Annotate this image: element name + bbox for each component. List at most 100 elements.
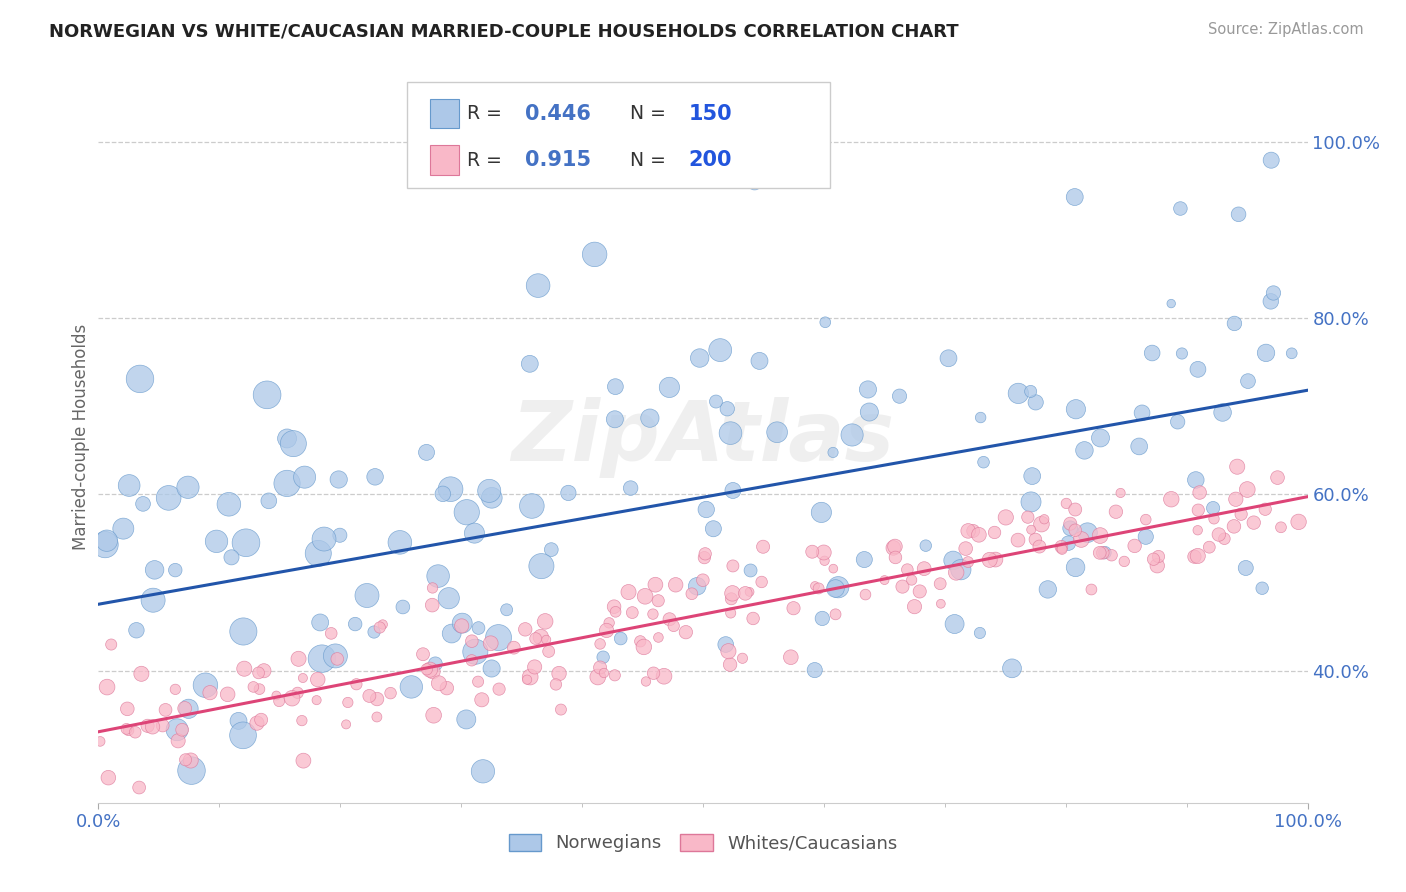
Point (1070, 533, 1092, 547)
Point (583, 247, 606, 261)
Point (1160, 296, 1182, 310)
Point (647, 593, 669, 607)
Point (461, 634, 484, 648)
Point (962, 524, 984, 538)
Point (425, 657, 447, 671)
Point (1073, 443, 1095, 458)
Point (734, 586, 756, 600)
Point (1007, 386, 1029, 401)
Point (702, 522, 724, 536)
Point (479, 636, 502, 650)
Point (589, 637, 612, 651)
Point (519, 357, 541, 371)
Point (693, 550, 716, 565)
Point (155, 703, 177, 717)
Point (346, 677, 368, 691)
Point (523, 660, 546, 674)
Point (1243, 516, 1265, 530)
Point (537, 644, 560, 658)
Point (853, 552, 876, 566)
Point (718, 657, 741, 672)
Point (714, 638, 737, 652)
Point (420, 598, 443, 612)
Point (593, 665, 616, 680)
Point (1088, 546, 1111, 560)
Point (131, 666, 153, 681)
Point (1057, 536, 1080, 550)
Text: ZipAtlas: ZipAtlas (512, 397, 894, 477)
Point (450, 619, 472, 633)
Point (823, 561, 845, 575)
Point (695, 547, 717, 561)
Point (167, 734, 190, 748)
Point (519, 670, 541, 684)
Point (731, 651, 754, 665)
Point (686, 579, 709, 593)
Text: 0.915: 0.915 (526, 150, 592, 170)
Point (873, 573, 896, 587)
Point (287, 652, 309, 666)
Point (914, 539, 936, 553)
Point (807, 582, 830, 596)
Point (1160, 492, 1182, 507)
Point (287, 686, 309, 700)
Point (96, 533, 118, 548)
Point (603, 668, 626, 682)
Point (994, 510, 1017, 524)
Point (436, 681, 458, 695)
Text: N =: N = (630, 104, 672, 123)
Point (228, 714, 250, 728)
Point (100, 638, 122, 652)
Point (177, 480, 200, 494)
Point (595, 624, 617, 638)
Point (721, 586, 744, 600)
Point (291, 714, 314, 728)
Point (1226, 459, 1249, 474)
Point (609, 632, 631, 646)
Point (117, 702, 139, 716)
Point (371, 617, 394, 632)
Point (621, 606, 644, 620)
Point (675, 625, 697, 640)
Point (603, 412, 626, 426)
Y-axis label: Married-couple Households: Married-couple Households (72, 324, 90, 550)
Point (605, 605, 627, 619)
Point (217, 687, 239, 701)
Point (665, 578, 688, 592)
Point (1187, 503, 1209, 517)
Point (180, 764, 202, 778)
Legend: Norwegians, Whites/Caucasians: Norwegians, Whites/Caucasians (502, 826, 904, 860)
Point (1007, 533, 1029, 548)
Point (1080, 582, 1102, 597)
Point (1237, 374, 1260, 388)
Point (1234, 561, 1257, 575)
Point (628, 634, 651, 648)
Point (1260, 153, 1282, 168)
Point (938, 351, 960, 366)
Point (884, 550, 907, 565)
Point (221, 550, 243, 565)
Point (380, 686, 402, 700)
Point (704, 394, 727, 409)
Point (1254, 346, 1277, 360)
Point (1128, 439, 1150, 453)
Point (281, 691, 304, 706)
Point (821, 445, 844, 459)
Point (97, 771, 120, 785)
Point (813, 545, 835, 559)
Point (1019, 384, 1042, 399)
Point (742, 611, 765, 625)
Point (634, 589, 657, 603)
Point (814, 315, 837, 329)
Point (1090, 431, 1112, 445)
Point (253, 664, 276, 678)
Point (633, 640, 655, 654)
Point (174, 753, 197, 767)
Point (422, 665, 444, 679)
Point (811, 611, 834, 625)
Point (1054, 496, 1077, 510)
Point (1171, 346, 1194, 360)
Point (1213, 532, 1236, 546)
Point (1050, 541, 1073, 556)
Point (720, 426, 742, 441)
